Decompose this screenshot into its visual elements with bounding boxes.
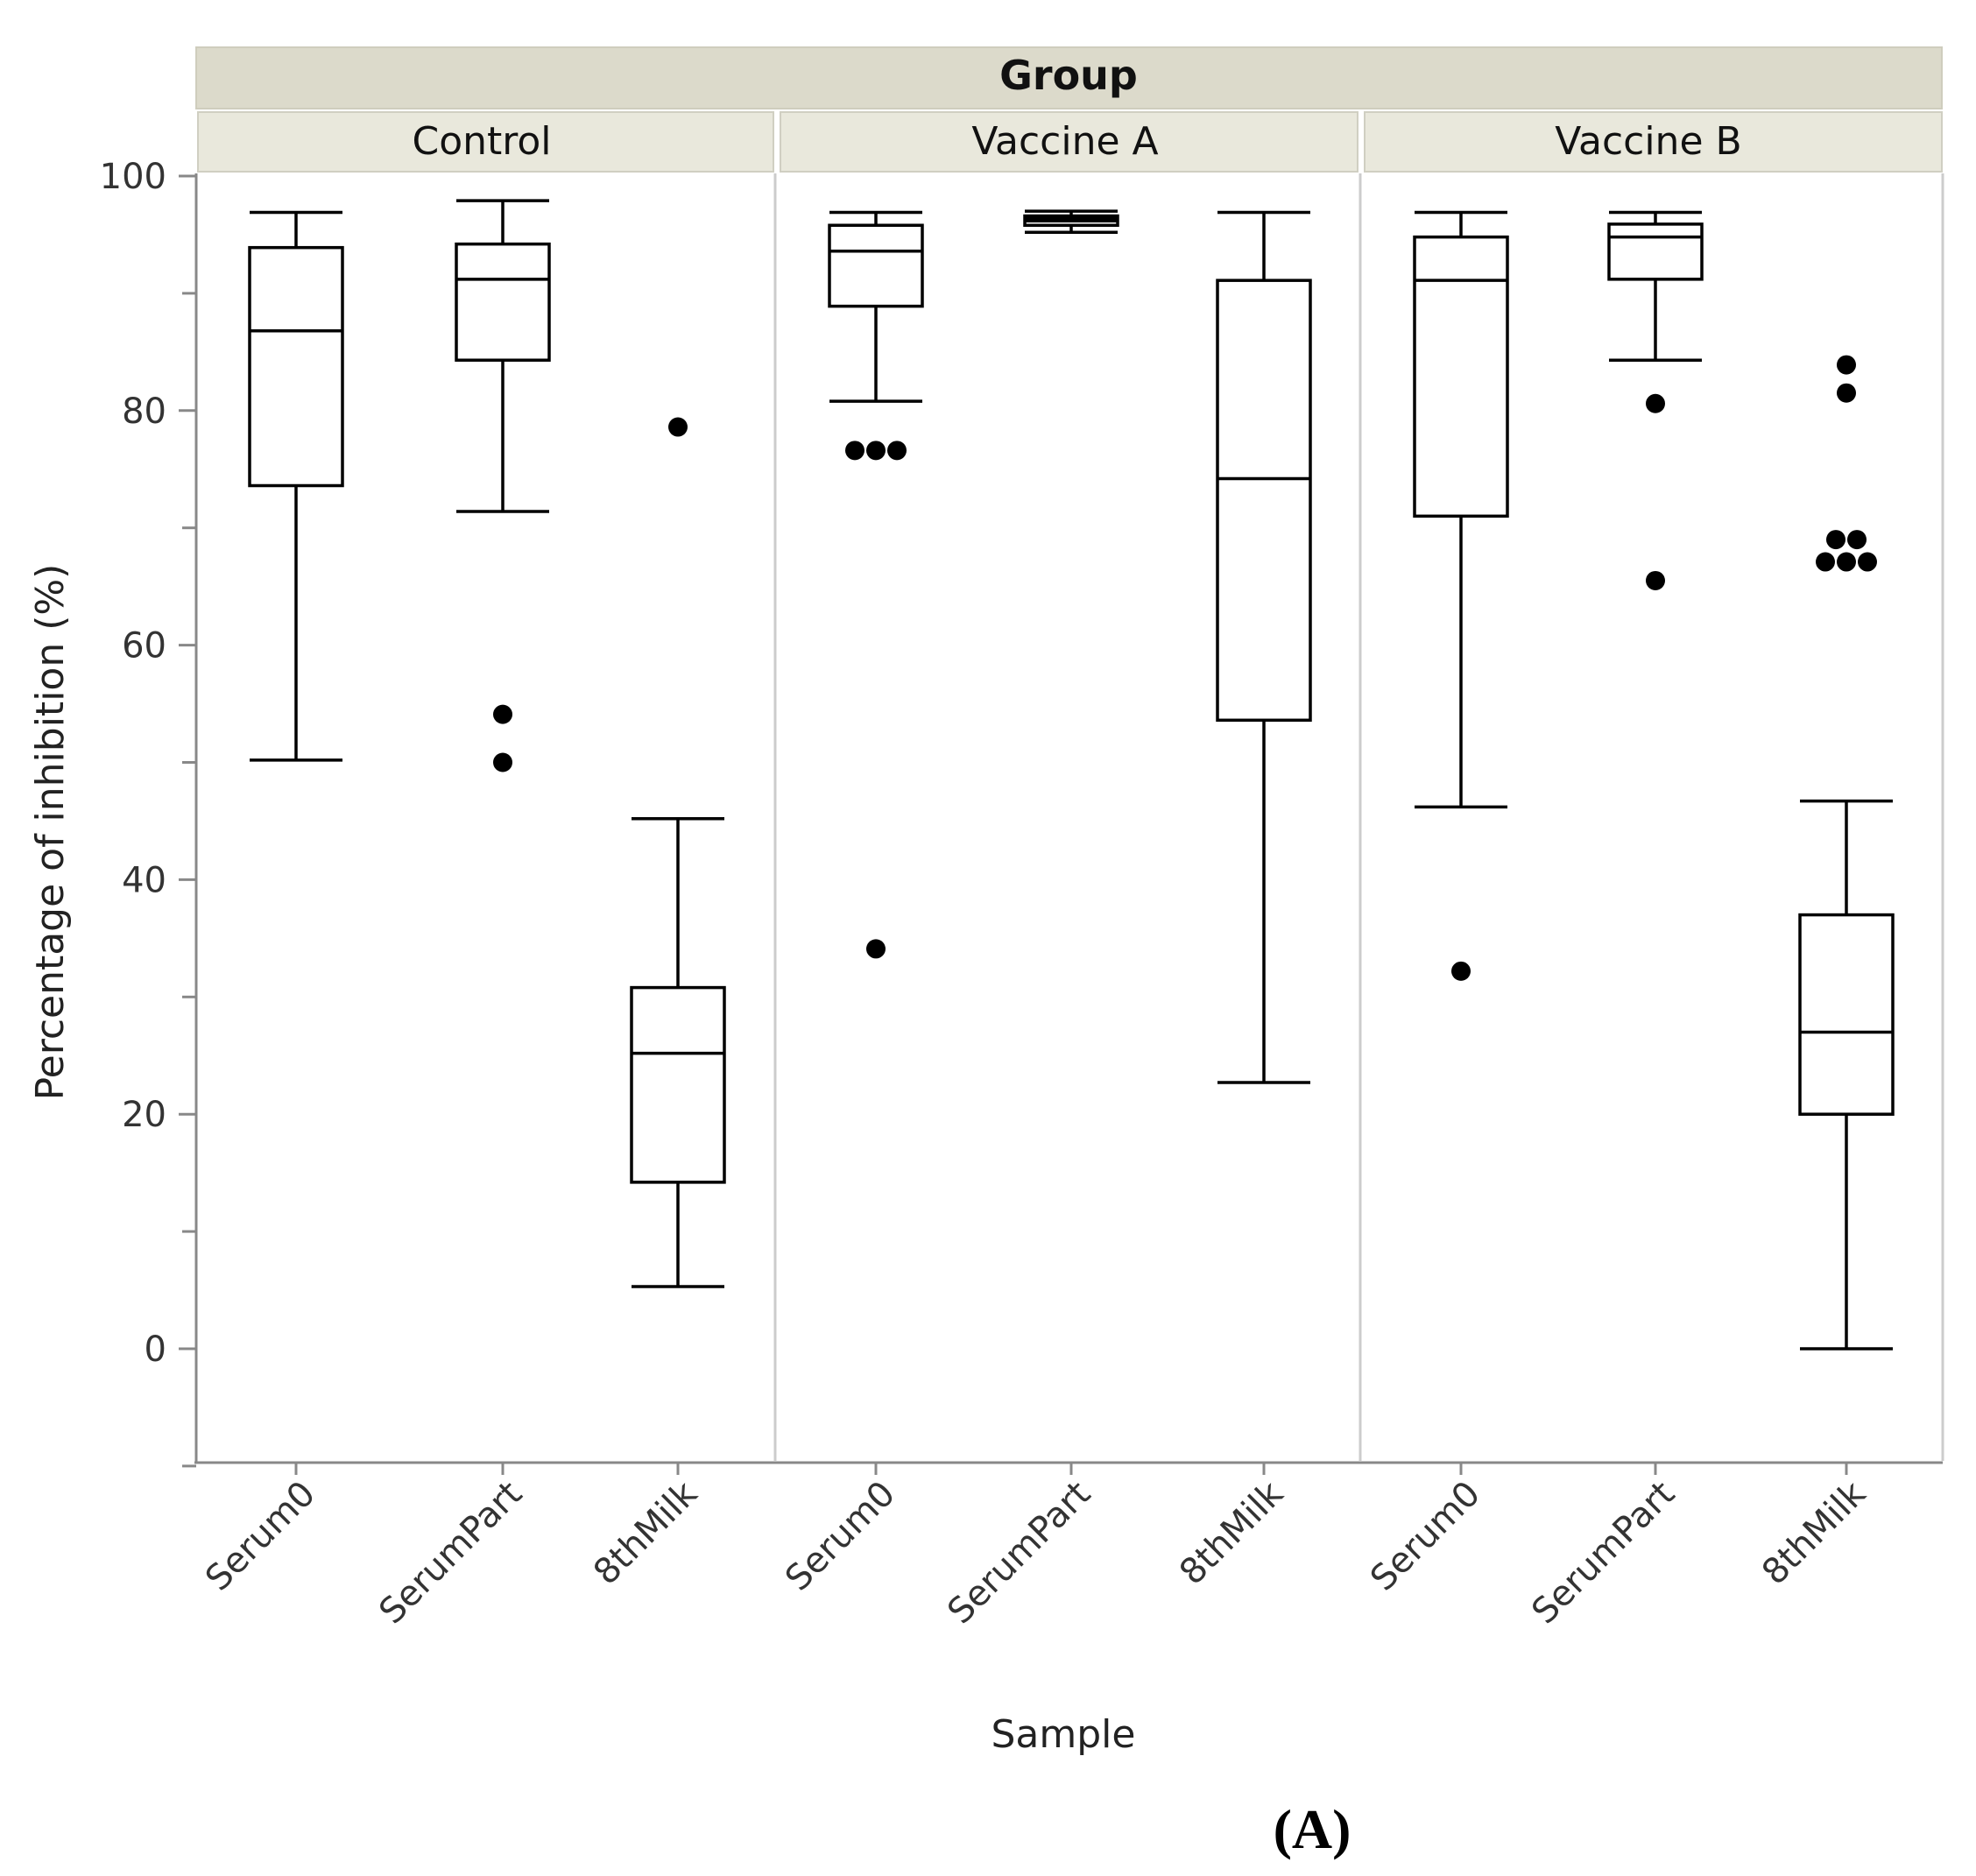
box-control-serum0 (248, 210, 344, 762)
box-vaccine-b-8thmilk (1798, 355, 1895, 1351)
outlier-point (493, 704, 512, 724)
group-label-vaccine-b: Vaccine B (1555, 119, 1741, 164)
x-tick-label: Serum0 (778, 1474, 903, 1599)
x-tick-label: SerumPart (1524, 1474, 1683, 1633)
box-vaccine-a-serum0 (828, 210, 924, 959)
box-vaccine-a-serumpart (1023, 209, 1119, 235)
iqr-box (455, 242, 551, 362)
panel-header-vaccine-b (1364, 111, 1943, 173)
y-tick-label: 60 (122, 626, 166, 666)
x-axis-ticks: Serum0 SerumPart 8thMilk Serum0 SerumPart 8th… (198, 1463, 1874, 1632)
x-axis-title: Sample (992, 1712, 1136, 1757)
iqr-box (1607, 222, 1704, 281)
iqr-box (828, 223, 924, 308)
x-tick-label: Serum0 (1363, 1474, 1488, 1599)
x-tick-label: SerumPart (940, 1474, 1098, 1633)
x-tick-label: SerumPart (371, 1474, 530, 1633)
x-tick-label: Serum0 (198, 1474, 323, 1599)
panel-label: (A) (1274, 1798, 1351, 1860)
panel-header-vaccine-a (780, 111, 1358, 173)
y-axis-title: Percentage of inhibition (%) (28, 564, 73, 1101)
x-tick-label: 8thMilk (1754, 1473, 1874, 1593)
y-tick-label: 40 (122, 860, 166, 900)
outlier-point (845, 441, 864, 461)
y-tick-label: 0 (145, 1329, 166, 1370)
outlier-point (866, 939, 886, 959)
group-label-control: Control (412, 119, 551, 164)
outlier-point (1646, 393, 1665, 413)
group-header-band (195, 46, 1943, 109)
iqr-box (1798, 913, 1895, 1116)
outlier-point (1837, 355, 1856, 375)
outlier-point (1646, 570, 1665, 590)
outlier-point (1451, 961, 1471, 981)
y-axis-ticks: 0 20 40 60 80 100 (100, 157, 196, 1468)
outlier-point (1847, 530, 1867, 550)
panel-header-control (197, 111, 774, 173)
box-vaccine-b-serumpart (1607, 210, 1704, 590)
x-tick-label: 8thMilk (1172, 1473, 1292, 1593)
outlier-point (887, 441, 907, 461)
outlier-point (1837, 552, 1856, 572)
box-vaccine-b-serum0 (1413, 210, 1509, 981)
group-header-title: Group (999, 52, 1138, 99)
iqr-box (630, 985, 726, 1184)
y-tick-label: 20 (122, 1095, 166, 1135)
iqr-box (248, 245, 344, 488)
box-control-8thmilk (630, 417, 726, 1288)
x-tick-label: 8thMilk (586, 1473, 706, 1593)
y-tick-label: 100 (100, 157, 166, 197)
outlier-point (1826, 530, 1845, 550)
y-tick-label: 80 (122, 391, 166, 432)
outlier-point (668, 417, 688, 437)
group-label-vaccine-a: Vaccine A (971, 119, 1158, 164)
outlier-point (1816, 552, 1835, 572)
box-vaccine-a-8thmilk (1216, 210, 1312, 1084)
box-control-serumpart (455, 199, 551, 772)
iqr-box (1413, 235, 1509, 518)
outlier-point (1837, 383, 1856, 403)
outlier-point (1858, 552, 1877, 572)
box-layer (248, 199, 1895, 1351)
outlier-point (866, 441, 886, 461)
iqr-box (1216, 279, 1312, 723)
outlier-point (493, 752, 512, 772)
